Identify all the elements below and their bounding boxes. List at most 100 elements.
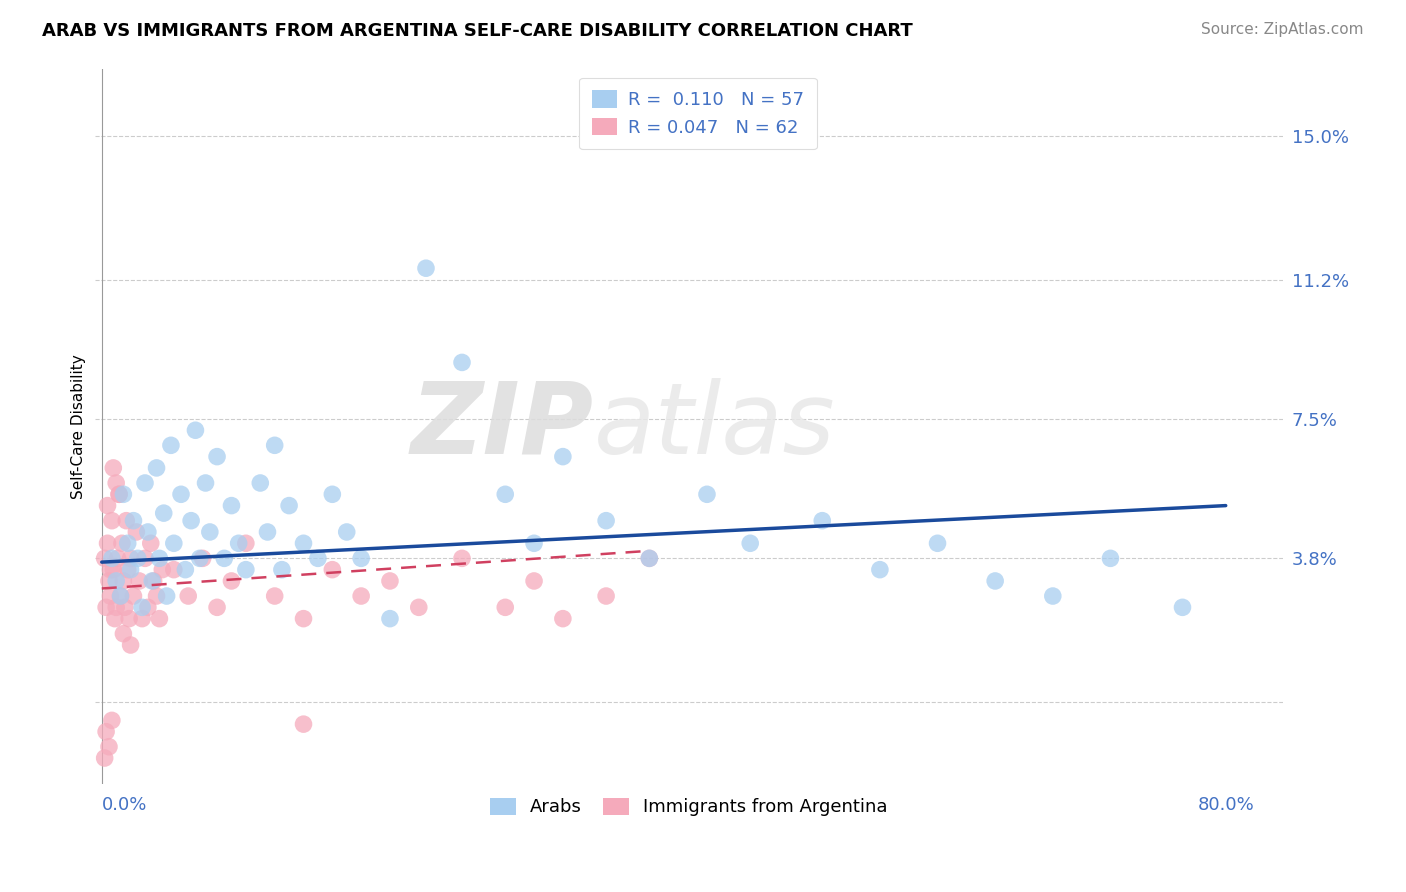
Point	[156, 589, 179, 603]
Point	[127, 551, 149, 566]
Point	[134, 475, 156, 490]
Point	[350, 589, 373, 603]
Point	[142, 574, 165, 588]
Point	[221, 574, 243, 588]
Point	[120, 638, 142, 652]
Point	[117, 563, 139, 577]
Point	[112, 487, 135, 501]
Point	[214, 551, 236, 566]
Point	[263, 589, 285, 603]
Point	[107, 551, 129, 566]
Point	[163, 563, 186, 577]
Point	[131, 600, 153, 615]
Point	[100, 589, 122, 603]
Point	[105, 574, 128, 588]
Point	[141, 574, 163, 588]
Point	[110, 589, 132, 603]
Point	[263, 438, 285, 452]
Point	[136, 524, 159, 539]
Point	[120, 551, 142, 566]
Point	[1099, 551, 1122, 566]
Point	[378, 574, 401, 588]
Point	[94, 724, 117, 739]
Point	[104, 612, 127, 626]
Point	[235, 563, 257, 577]
Point	[145, 589, 167, 603]
Point	[228, 536, 250, 550]
Point	[408, 600, 430, 615]
Point	[101, 514, 124, 528]
Point	[120, 563, 142, 577]
Point	[131, 612, 153, 626]
Point	[221, 499, 243, 513]
Point	[494, 600, 516, 615]
Point	[105, 475, 128, 490]
Point	[984, 574, 1007, 588]
Point	[101, 551, 124, 566]
Point	[194, 475, 217, 490]
Point	[110, 589, 132, 603]
Point	[108, 487, 131, 501]
Point	[292, 717, 315, 731]
Text: 80.0%: 80.0%	[1198, 796, 1254, 814]
Point	[494, 487, 516, 501]
Point	[118, 612, 141, 626]
Point	[108, 487, 131, 501]
Point	[869, 563, 891, 577]
Point	[114, 600, 136, 615]
Point	[205, 450, 228, 464]
Point	[98, 574, 121, 588]
Point	[150, 563, 173, 577]
Point	[1042, 589, 1064, 603]
Point	[451, 551, 474, 566]
Point	[111, 536, 134, 550]
Point	[101, 714, 124, 728]
Point	[125, 524, 148, 539]
Point	[139, 536, 162, 550]
Point	[378, 612, 401, 626]
Point	[96, 536, 118, 550]
Point	[148, 551, 170, 566]
Point	[160, 438, 183, 452]
Point	[551, 450, 574, 464]
Point	[638, 551, 661, 566]
Point	[551, 612, 574, 626]
Point	[415, 261, 437, 276]
Point	[93, 551, 115, 566]
Text: atlas: atlas	[593, 378, 835, 475]
Point	[451, 355, 474, 369]
Text: 0.0%: 0.0%	[101, 796, 148, 814]
Point	[112, 574, 135, 588]
Point	[174, 563, 197, 577]
Point	[321, 487, 343, 501]
Point	[170, 487, 193, 501]
Point	[152, 506, 174, 520]
Point	[177, 589, 200, 603]
Point	[180, 514, 202, 528]
Point	[523, 574, 546, 588]
Point	[249, 475, 271, 490]
Point	[278, 499, 301, 513]
Point	[96, 499, 118, 513]
Point	[307, 551, 329, 566]
Point	[122, 514, 145, 528]
Point	[115, 514, 138, 528]
Point	[103, 563, 125, 577]
Point	[205, 600, 228, 615]
Point	[270, 563, 292, 577]
Point	[188, 551, 211, 566]
Point	[122, 589, 145, 603]
Point	[696, 487, 718, 501]
Text: Source: ZipAtlas.com: Source: ZipAtlas.com	[1201, 22, 1364, 37]
Point	[105, 600, 128, 615]
Point	[198, 524, 221, 539]
Point	[1171, 600, 1194, 615]
Point	[184, 423, 207, 437]
Text: ARAB VS IMMIGRANTS FROM ARGENTINA SELF-CARE DISABILITY CORRELATION CHART: ARAB VS IMMIGRANTS FROM ARGENTINA SELF-C…	[42, 22, 912, 40]
Point	[98, 739, 121, 754]
Point	[128, 574, 150, 588]
Point	[117, 536, 139, 550]
Point	[350, 551, 373, 566]
Point	[136, 600, 159, 615]
Point	[103, 461, 125, 475]
